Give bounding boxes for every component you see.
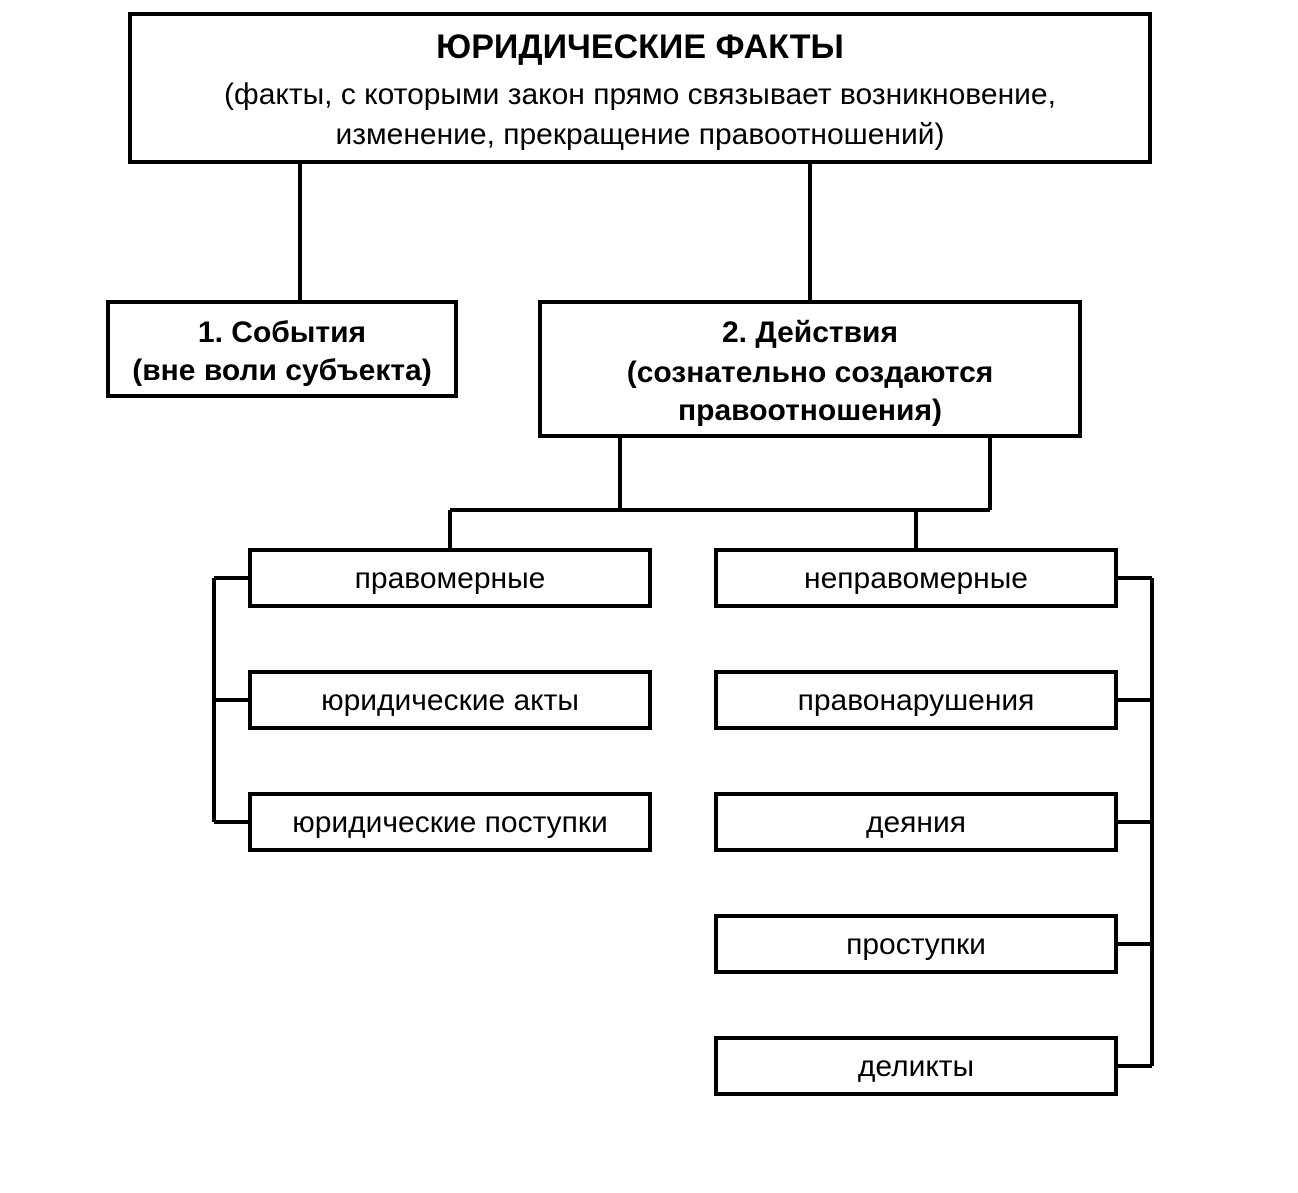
node-lawful: правомерные <box>250 550 650 606</box>
node-offenses: правонарушения <box>716 672 1116 728</box>
node-lawful-label-0: правомерные <box>355 562 546 595</box>
node-delicts: деликты <box>716 1038 1116 1094</box>
node-legal_acts: юридические акты <box>250 672 650 728</box>
node-legal_deeds-label-0: юридические поступки <box>292 806 608 839</box>
node-actions-label-2: правоотношения) <box>678 394 942 427</box>
legal-facts-diagram: ЮРИДИЧЕСКИЕ ФАКТЫ (факты, с которыми зако… <box>0 0 1298 1193</box>
node-events-label-1: (вне воли субъекта) <box>132 354 431 387</box>
node-unlawful-label-0: неправомерные <box>804 562 1028 595</box>
node-root-label-1: (факты, с которыми закон прямо связывает… <box>224 78 1056 111</box>
node-delicts-label-0: деликты <box>858 1050 974 1083</box>
node-legal_deeds: юридические поступки <box>250 794 650 850</box>
node-actions-label-0: 2. Действия <box>722 316 898 349</box>
node-unlawful: неправомерные <box>716 550 1116 606</box>
node-misdeeds: проступки <box>716 916 1116 972</box>
node-offenses-label-0: правонарушения <box>798 684 1035 717</box>
node-actions: 2. Действия (сознательно создаются правоот… <box>540 302 1080 436</box>
node-root: ЮРИДИЧЕСКИЕ ФАКТЫ (факты, с которыми зако… <box>130 14 1150 162</box>
node-acts-label-0: деяния <box>866 806 966 839</box>
node-events: 1. События (вне воли субъекта) <box>108 302 456 396</box>
node-root-label-0: ЮРИДИЧЕСКИЕ ФАКТЫ <box>436 28 844 66</box>
node-actions-label-1: (сознательно создаются <box>627 356 994 389</box>
node-acts: деяния <box>716 794 1116 850</box>
node-misdeeds-label-0: проступки <box>846 928 986 961</box>
node-root-label-2: изменение, прекращение правоотношений) <box>336 118 945 151</box>
node-events-label-0: 1. События <box>198 316 366 349</box>
node-legal_acts-label-0: юридические акты <box>321 684 579 717</box>
